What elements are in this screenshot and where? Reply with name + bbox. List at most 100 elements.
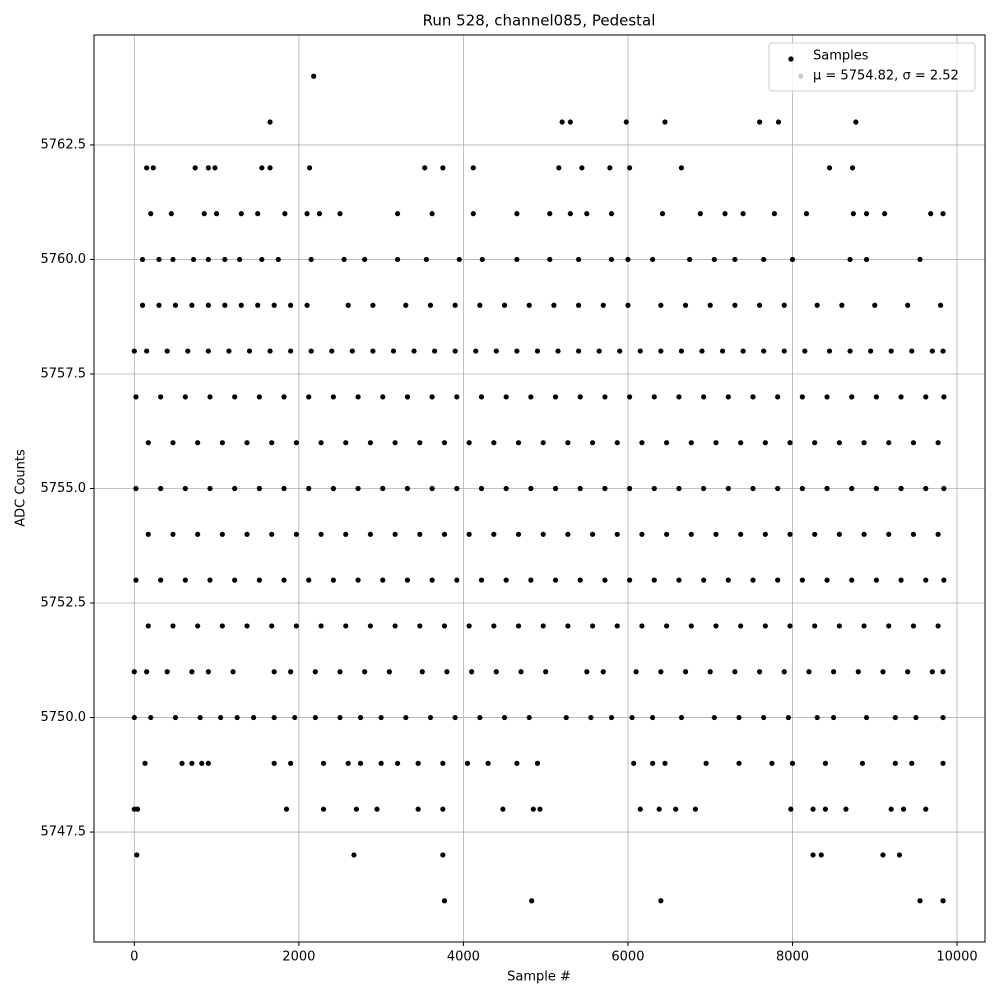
point: [170, 440, 176, 446]
y-tick-label: 5752.5: [41, 596, 87, 611]
point: [625, 302, 631, 308]
point: [775, 485, 781, 492]
point: [170, 623, 176, 629]
point: [711, 256, 717, 263]
point: [238, 302, 244, 308]
point: [478, 577, 485, 583]
point: [316, 211, 323, 217]
point: [567, 119, 573, 125]
point: [898, 577, 904, 583]
point: [913, 714, 919, 721]
point: [288, 348, 294, 354]
point: [271, 302, 277, 308]
point: [179, 760, 185, 766]
point: [419, 669, 425, 675]
point: [658, 302, 664, 308]
point: [337, 714, 343, 721]
point: [831, 714, 837, 721]
point: [530, 806, 536, 812]
point: [898, 485, 904, 492]
point: [662, 760, 668, 766]
point: [197, 714, 203, 721]
point: [761, 714, 767, 721]
point: [244, 440, 250, 446]
point: [725, 577, 731, 583]
point: [330, 394, 337, 400]
point: [658, 898, 664, 904]
point: [910, 440, 917, 446]
legend-label: Samples: [813, 49, 869, 64]
point: [682, 302, 689, 308]
point: [788, 806, 794, 812]
point: [608, 714, 615, 721]
point: [144, 669, 150, 675]
point: [293, 531, 299, 537]
point: [775, 119, 782, 125]
y-tick-label: 5755.0: [41, 481, 87, 496]
point: [626, 165, 633, 171]
point: [738, 623, 744, 629]
point: [882, 211, 888, 217]
point: [355, 577, 361, 583]
x-tick-label: 4000: [447, 950, 480, 965]
point: [565, 623, 571, 629]
point: [600, 669, 606, 675]
point: [849, 165, 856, 171]
point: [814, 302, 820, 308]
point: [658, 348, 664, 354]
point: [353, 806, 360, 812]
point: [432, 348, 438, 354]
point: [182, 485, 188, 492]
point: [688, 440, 694, 446]
point: [692, 806, 699, 812]
point: [390, 348, 397, 354]
point: [404, 485, 411, 492]
point: [639, 623, 645, 629]
point: [222, 302, 228, 308]
point: [847, 348, 853, 354]
point: [787, 623, 793, 629]
point: [485, 760, 491, 766]
point: [392, 623, 398, 629]
point: [429, 485, 435, 492]
point: [900, 806, 907, 812]
point: [503, 394, 509, 400]
point: [514, 211, 520, 217]
point: [555, 348, 561, 354]
point: [631, 760, 637, 766]
point: [750, 485, 756, 492]
point: [267, 165, 273, 171]
point: [824, 485, 830, 492]
point: [441, 898, 448, 904]
point: [470, 211, 476, 217]
point: [898, 394, 904, 400]
point: [195, 623, 201, 629]
point: [826, 348, 833, 354]
point: [602, 577, 608, 583]
point: [711, 714, 717, 721]
point: [351, 852, 357, 858]
point: [429, 211, 435, 217]
point: [923, 485, 929, 492]
point: [219, 623, 225, 629]
point: [380, 577, 386, 583]
point: [207, 577, 213, 583]
point: [226, 348, 232, 354]
point: [651, 485, 657, 492]
point: [651, 577, 657, 583]
point: [219, 440, 225, 446]
point: [234, 714, 240, 721]
point: [625, 256, 631, 263]
point: [219, 531, 225, 537]
point: [199, 760, 205, 766]
point: [575, 302, 582, 308]
point: [423, 256, 429, 263]
point: [281, 485, 287, 492]
point: [528, 394, 534, 400]
point: [824, 577, 830, 583]
point: [762, 531, 768, 537]
point: [575, 348, 582, 354]
point: [293, 440, 299, 446]
point: [182, 394, 188, 400]
point: [271, 714, 277, 721]
